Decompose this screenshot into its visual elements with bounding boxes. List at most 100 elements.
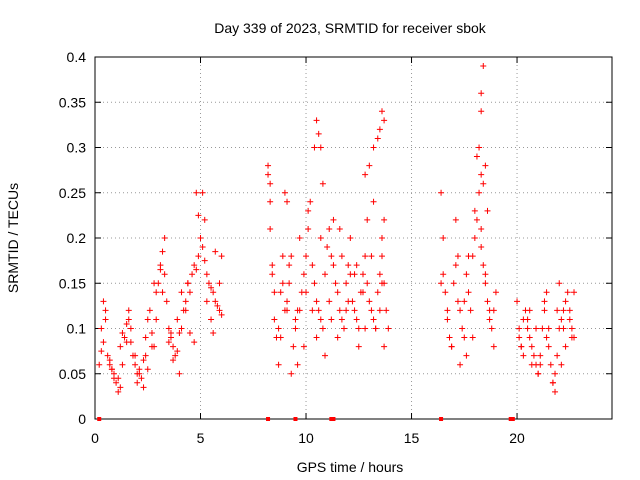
data-point — [490, 343, 497, 350]
data-points — [96, 63, 578, 421]
data-point — [554, 307, 561, 314]
data-point — [461, 334, 468, 341]
data-point — [315, 130, 322, 137]
data-point — [132, 361, 139, 368]
data-point — [284, 198, 291, 205]
data-point — [332, 280, 339, 287]
data-point — [454, 298, 461, 305]
data-point — [564, 289, 571, 296]
data-point — [212, 248, 219, 255]
data-point — [313, 117, 320, 124]
data-point — [322, 271, 329, 278]
data-point — [566, 307, 573, 314]
data-point — [560, 307, 567, 314]
data-point — [165, 339, 172, 346]
data-point — [275, 361, 282, 368]
data-point — [450, 280, 457, 287]
data-point — [117, 384, 124, 391]
data-point — [216, 280, 223, 287]
data-point — [571, 289, 578, 296]
data-point — [355, 325, 362, 332]
data-point — [138, 375, 145, 382]
data-point — [438, 280, 445, 287]
data-point — [467, 307, 474, 314]
data-point — [218, 253, 225, 260]
data-point — [334, 289, 341, 296]
data-point — [359, 289, 366, 296]
data-point — [558, 361, 565, 368]
data-point — [341, 325, 348, 332]
data-point — [366, 162, 373, 169]
data-point — [476, 144, 483, 151]
data-point — [484, 207, 491, 214]
data-point — [208, 284, 215, 291]
data-point — [378, 108, 385, 115]
data-point — [305, 225, 312, 232]
data-point — [383, 307, 390, 314]
baseline-marker — [293, 417, 298, 421]
data-point — [317, 144, 324, 151]
data-point — [370, 144, 377, 151]
data-point — [516, 334, 523, 341]
data-point — [193, 189, 200, 196]
plot-frame — [94, 56, 613, 420]
data-point — [560, 325, 567, 332]
data-point — [476, 189, 483, 196]
data-point — [288, 370, 295, 377]
data-point — [300, 343, 307, 350]
data-point — [199, 189, 206, 196]
baseline-marker — [510, 417, 515, 421]
data-point — [480, 180, 487, 187]
data-point — [368, 253, 375, 260]
data-point — [172, 352, 179, 359]
data-point — [535, 370, 542, 377]
data-point — [300, 271, 307, 278]
data-point — [313, 298, 320, 305]
x-tick-label: 10 — [298, 430, 314, 446]
data-point — [463, 271, 470, 278]
data-point — [286, 262, 293, 269]
data-point — [151, 280, 158, 287]
y-tick-label: 0.05 — [59, 366, 86, 382]
data-point — [446, 334, 453, 341]
data-point — [140, 357, 147, 364]
data-point — [444, 307, 451, 314]
data-point — [545, 325, 552, 332]
data-point — [201, 216, 208, 223]
baseline-marker — [331, 417, 336, 421]
data-point — [265, 162, 272, 169]
y-axis-label: SRMTID / TECUs — [5, 183, 21, 293]
data-point — [518, 343, 525, 350]
data-point — [136, 370, 143, 377]
data-point — [530, 352, 537, 359]
data-point — [338, 253, 345, 260]
data-point — [484, 298, 491, 305]
y-tick-label: 0.3 — [67, 140, 87, 156]
data-point — [520, 352, 527, 359]
data-point — [309, 262, 316, 269]
data-point — [319, 180, 326, 187]
data-point — [438, 189, 445, 196]
data-point — [218, 311, 225, 318]
data-point — [524, 325, 531, 332]
data-point — [568, 334, 575, 341]
data-point — [473, 216, 480, 223]
data-point — [174, 348, 181, 355]
data-point — [102, 316, 109, 323]
data-point — [351, 271, 358, 278]
data-point — [106, 361, 113, 368]
data-point — [288, 253, 295, 260]
data-point — [478, 108, 485, 115]
data-point — [286, 280, 293, 287]
data-point — [123, 320, 130, 327]
data-point — [100, 339, 107, 346]
y-tick-label: 0.25 — [59, 185, 86, 201]
data-point — [193, 266, 200, 273]
data-point — [125, 316, 132, 323]
data-point — [362, 171, 369, 178]
x-tick-label: 0 — [91, 430, 99, 446]
data-point — [482, 271, 489, 278]
data-point — [568, 325, 575, 332]
data-point — [457, 307, 464, 314]
